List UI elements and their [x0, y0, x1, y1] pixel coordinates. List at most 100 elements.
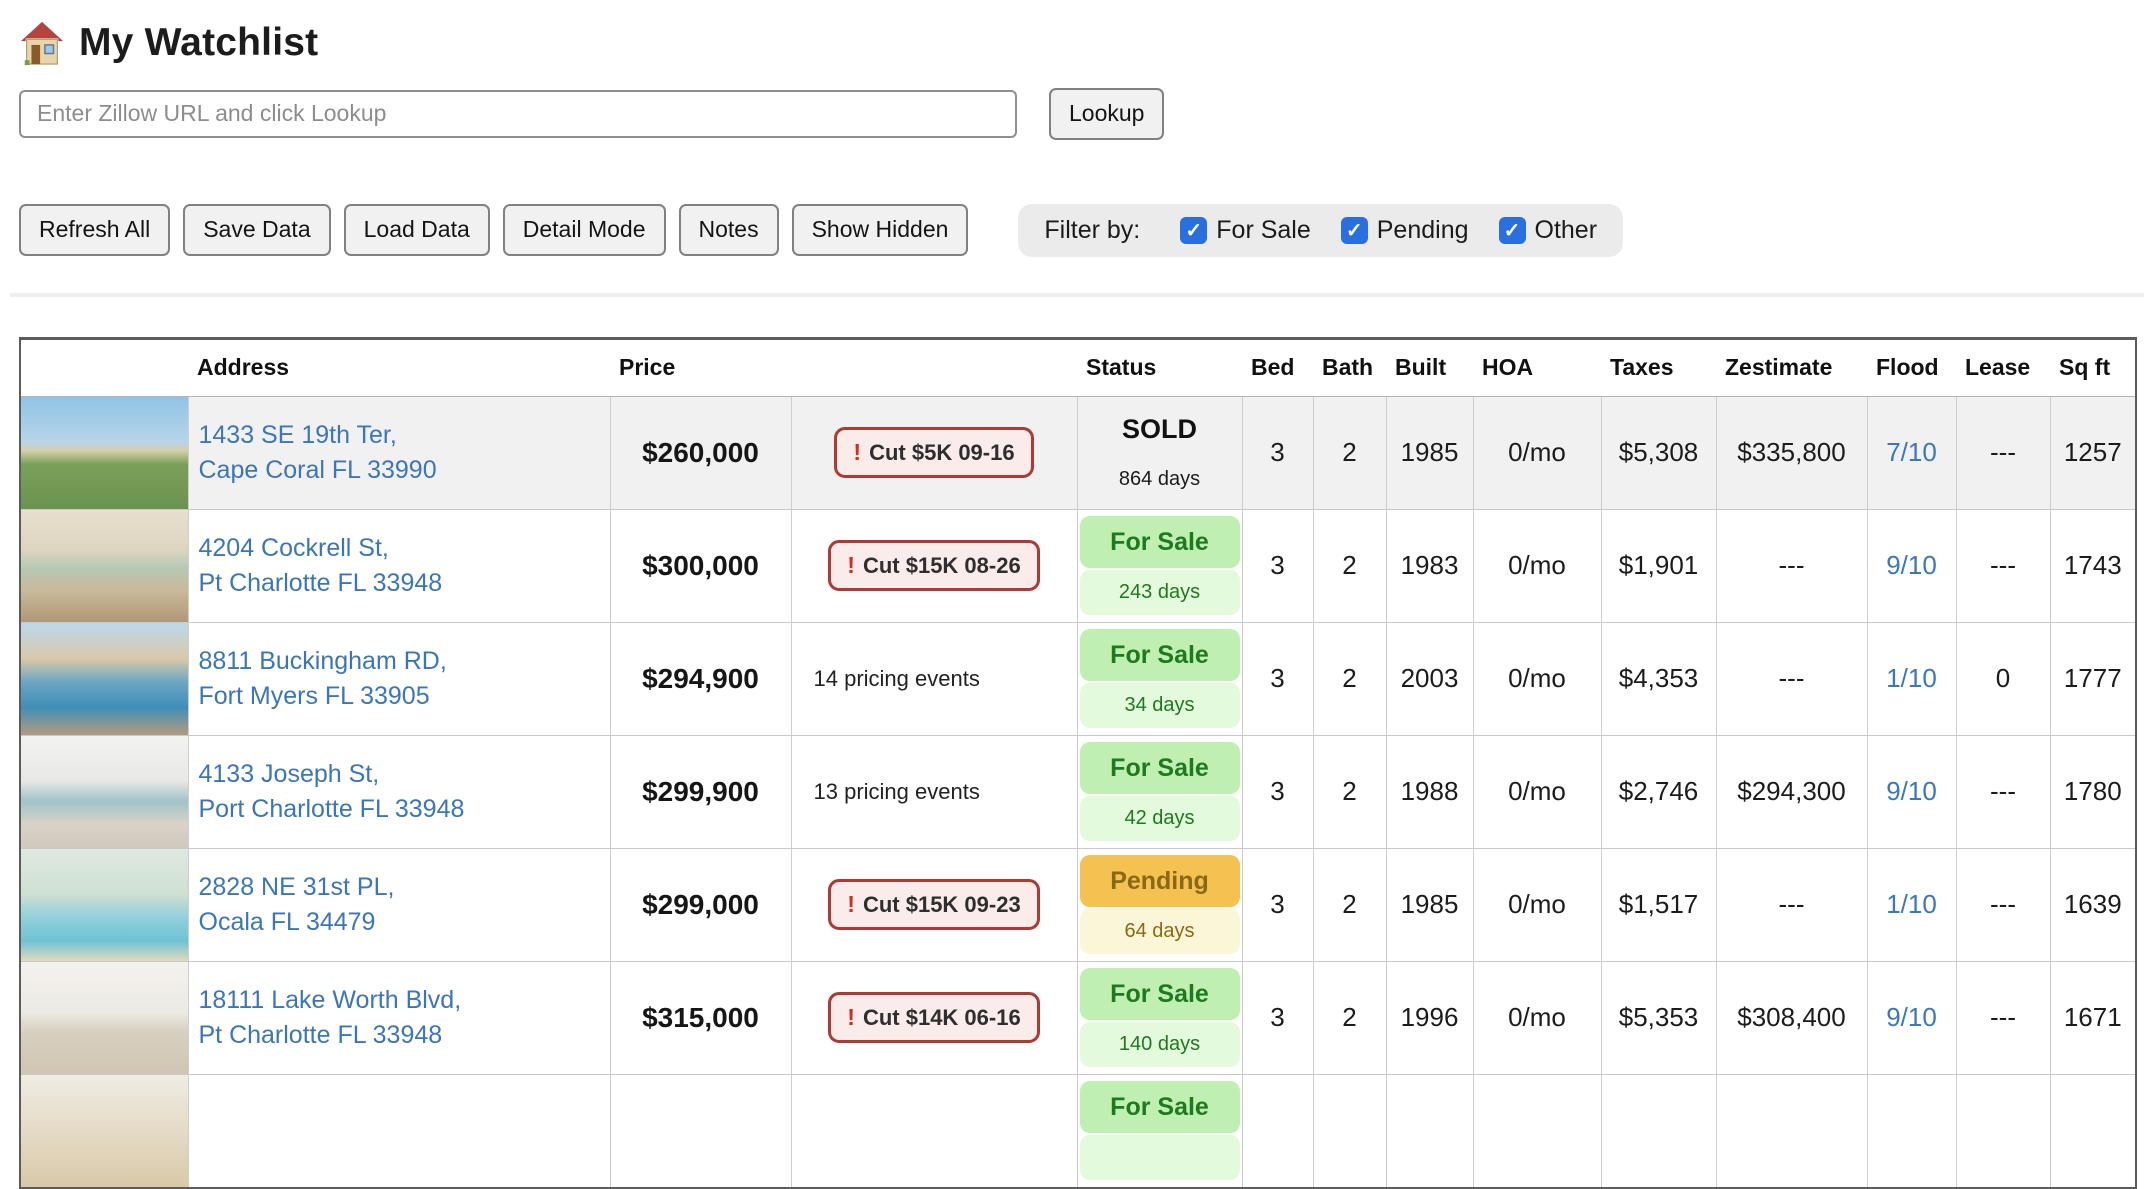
status-days: 243 days [1079, 570, 1240, 616]
bed-cell: 3 [1241, 621, 1313, 736]
property-photo[interactable] [21, 848, 188, 961]
property-photo[interactable] [21, 509, 188, 622]
address-link[interactable]: 8811 Buckingham RD, Fort Myers FL 33905 [199, 644, 447, 713]
address-line2: Cape Coral FL 33990 [198, 455, 437, 484]
header-zestimate: Zestimate [1716, 338, 1867, 397]
status-days: 864 days [1118, 468, 1201, 491]
address-link[interactable]: 2828 NE 31st PL, Ocala FL 34479 [199, 870, 395, 939]
header-events [791, 338, 1077, 397]
property-photo[interactable] [21, 735, 188, 848]
hoa-cell: 0/mo [1472, 396, 1601, 510]
alert-icon: ! [847, 891, 855, 918]
taxes-cell: $2,746 [1600, 734, 1716, 849]
table-row: 4204 Cockrell St, Pt Charlotte FL 33948 $… [20, 508, 2136, 623]
filter-option-label: For Sale [1216, 215, 1311, 244]
property-photo[interactable] [21, 1074, 188, 1187]
filter-bar: Filter by: ✓ For Sale ✓ Pending ✓ Other [1018, 203, 1624, 257]
status-badge: For Sale 34 days [1079, 629, 1240, 729]
property-photo[interactable] [21, 961, 188, 1074]
address-line2: Pt Charlotte FL 33948 [198, 1020, 443, 1049]
status-label: For Sale [1079, 1081, 1240, 1134]
page-title: My Watchlist [79, 21, 319, 64]
load-data-button[interactable]: Load Data [343, 204, 490, 256]
zestimate-cell: --- [1715, 621, 1867, 736]
toolbar-buttons: Refresh All Save Data Load Data Detail M… [19, 204, 969, 256]
checkbox-checked-icon[interactable]: ✓ [1180, 216, 1208, 244]
status-days: 34 days [1079, 683, 1240, 729]
checkbox-checked-icon[interactable]: ✓ [1340, 216, 1368, 244]
flood-link[interactable]: 1/10 [1886, 889, 1937, 920]
flood-link[interactable]: 7/10 [1886, 437, 1937, 468]
watchlist-table: Address Price Status Bed Bath Built HOA … [19, 336, 2137, 1189]
filter-checkbox-other[interactable]: ✓ Other [1498, 216, 1597, 245]
price-cell: $294,900 [609, 621, 791, 736]
lease-cell: --- [1955, 734, 2050, 849]
address-line1: 18111 Lake Worth Blvd, [198, 986, 462, 1015]
status-days: 64 days [1079, 909, 1240, 955]
price-cut-text: Cut $15K 08-26 [862, 553, 1021, 579]
notes-button[interactable]: Notes [678, 204, 779, 256]
checkbox-checked-icon[interactable]: ✓ [1498, 216, 1526, 244]
filter-label: Filter by: [1044, 215, 1141, 244]
pricing-events-cell: 14 pricing events [790, 621, 1077, 736]
zestimate-cell: --- [1715, 847, 1867, 962]
flood-link[interactable]: 1/10 [1886, 663, 1937, 694]
bath-cell: 2 [1312, 396, 1386, 510]
taxes-cell: $5,308 [1600, 396, 1716, 510]
taxes-cell: $1,517 [1600, 847, 1716, 962]
lease-cell: --- [1955, 396, 2050, 510]
property-photo[interactable] [21, 396, 188, 509]
address-line2: Ocala FL 34479 [198, 907, 376, 936]
divider [10, 292, 2144, 297]
address-link[interactable]: 4133 Joseph St, Port Charlotte FL 33948 [199, 757, 465, 826]
sqft-cell: 1671 [2049, 960, 2136, 1075]
price-cell: $299,000 [609, 847, 791, 962]
table-row: 8811 Buckingham RD, Fort Myers FL 33905 $… [20, 621, 2136, 736]
header-built: Built [1386, 338, 1473, 397]
price-cut-badge: ! Cut $15K 08-26 [828, 540, 1040, 592]
filter-checkbox-for-sale[interactable]: ✓ For Sale [1180, 215, 1311, 245]
price-cell: $300,000 [609, 508, 791, 623]
header-taxes: Taxes [1601, 338, 1716, 397]
zillow-url-input[interactable] [19, 89, 1017, 138]
filter-checkbox-pending[interactable]: ✓ Pending [1340, 216, 1469, 245]
price-cut-badge: ! Cut $15K 09-23 [828, 879, 1040, 931]
show-hidden-button[interactable]: Show Hidden [791, 204, 969, 256]
status-label: Pending [1079, 855, 1240, 908]
status-badge: SOLD 864 days [1080, 403, 1240, 502]
header-status: Status [1077, 338, 1242, 397]
detail-mode-button[interactable]: Detail Mode [502, 204, 666, 256]
flood-link[interactable]: 9/10 [1886, 776, 1937, 807]
alert-icon: ! [847, 1004, 855, 1031]
built-cell: 1985 [1385, 396, 1473, 510]
refresh-all-button[interactable]: Refresh All [19, 204, 171, 256]
taxes-cell: $5,353 [1600, 960, 1716, 1075]
price-cut-badge: ! Cut $14K 06-16 [828, 992, 1040, 1044]
address-line2: Port Charlotte FL 33948 [198, 794, 465, 823]
header-price: Price [610, 338, 791, 397]
address-line1: 4204 Cockrell St, [198, 534, 389, 563]
address-link[interactable]: 18111 Lake Worth Blvd, Pt Charlotte FL 33… [199, 983, 462, 1052]
address-link[interactable]: 1433 SE 19th Ter, Cape Coral FL 33990 [199, 418, 437, 487]
flood-link[interactable]: 9/10 [1886, 550, 1937, 581]
lease-cell: --- [1955, 960, 2050, 1075]
property-photo[interactable] [21, 622, 188, 735]
table-row: 2828 NE 31st PL, Ocala FL 34479 $299,000 … [20, 847, 2136, 962]
bed-cell: 3 [1241, 396, 1313, 510]
status-badge: For Sale 140 days [1079, 968, 1240, 1068]
price-cut-text: Cut $5K 09-16 [869, 440, 1015, 466]
price-cell: $315,000 [609, 960, 791, 1075]
price-cut-badge: ! Cut $5K 09-16 [834, 427, 1034, 479]
flood-link[interactable]: 9/10 [1886, 1002, 1937, 1033]
lookup-button[interactable]: Lookup [1049, 88, 1165, 140]
status-days [1079, 1135, 1240, 1181]
save-data-button[interactable]: Save Data [183, 204, 331, 256]
hoa-cell: 0/mo [1472, 508, 1601, 623]
bed-cell: 3 [1241, 734, 1313, 849]
zestimate-cell: $335,800 [1715, 396, 1867, 510]
house-icon [20, 21, 64, 66]
status-badge: Pending 64 days [1079, 855, 1240, 955]
address-link[interactable]: 4204 Cockrell St, Pt Charlotte FL 33948 [199, 531, 443, 600]
table-header-row: Address Price Status Bed Bath Built HOA … [20, 338, 2136, 397]
